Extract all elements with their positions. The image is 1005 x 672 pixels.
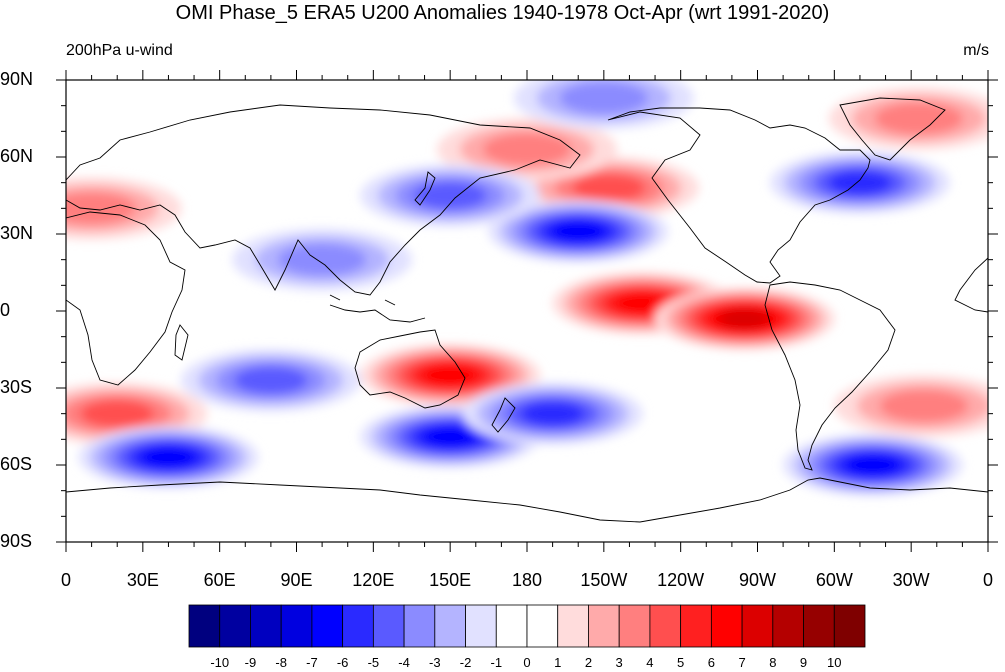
coastline-new-zealand	[491, 397, 516, 433]
variable-label: 200hPa u-wind	[66, 42, 173, 59]
lon-label: 120W	[657, 570, 705, 590]
lon-label: 150W	[580, 570, 628, 590]
colorbar-swatch	[649, 604, 682, 648]
coastline-africa-west	[954, 257, 988, 313]
coastline-eurasia	[66, 104, 581, 296]
colorbar-swatch	[434, 604, 466, 648]
colorbar-label: -8	[275, 655, 287, 670]
colorbar-swatch	[680, 604, 712, 648]
colorbar-label: -1	[490, 655, 503, 670]
lat-label: 90N	[0, 69, 34, 89]
colorbar-swatch	[526, 604, 559, 648]
anomaly-center-17	[232, 228, 413, 291]
colorbar-swatch	[803, 604, 835, 648]
lat-label: 60N	[0, 146, 34, 166]
anomaly-center-16	[180, 349, 361, 412]
colorbar-swatch	[311, 604, 344, 648]
colorbar-label: -6	[336, 655, 349, 670]
anomaly-center-7	[66, 382, 208, 445]
colorbar-swatch	[342, 604, 374, 648]
anomaly-center-8	[66, 177, 182, 240]
coastline-indonesia	[329, 294, 426, 323]
anomaly-center-6	[833, 374, 988, 437]
colorbar-label: -7	[306, 655, 318, 670]
colorbar-swatch	[219, 604, 251, 648]
lat-label: 60S	[0, 454, 33, 474]
anomaly-center-5	[828, 87, 988, 150]
colorbar-swatch	[557, 604, 589, 648]
coastline-antarctica	[66, 477, 988, 523]
colorbar-label: 10	[827, 655, 842, 670]
colorbar-label: 0	[523, 655, 531, 670]
lon-label: 120E	[352, 570, 395, 590]
colorbar-label: 6	[707, 655, 715, 670]
colorbar-label: -2	[459, 655, 472, 670]
coastline-south-america	[764, 281, 896, 471]
colorbar-swatch	[188, 604, 221, 648]
lon-label: 150E	[429, 570, 472, 590]
colorbar-swatch	[280, 604, 313, 648]
lat-label: 30N	[0, 223, 34, 243]
lat-label: 90S	[0, 531, 33, 551]
lon-label: 0	[982, 570, 993, 590]
anomaly-center-9	[488, 200, 669, 263]
colorbar-label: 8	[769, 655, 777, 670]
coastline-australia	[354, 329, 466, 409]
coastlines	[66, 97, 988, 523]
units-label: m/s	[963, 42, 989, 59]
anomaly-center-12	[78, 426, 259, 489]
colorbar-label: 4	[646, 655, 654, 670]
anomaly-center-10	[769, 151, 950, 214]
colorbar-label: 9	[799, 655, 808, 670]
lat-label: 30S	[0, 377, 33, 397]
anomaly-field	[66, 80, 988, 542]
axis-ticks	[56, 70, 998, 552]
lon-label: 60W	[815, 570, 853, 590]
colorbar-label: 7	[738, 655, 746, 670]
coastline-madagascar	[174, 324, 189, 361]
lon-label: 60E	[203, 570, 236, 590]
coastline-greenland	[839, 97, 946, 161]
lat-label: 0	[0, 300, 11, 320]
colorbar-label: -5	[367, 655, 380, 670]
lon-label: 30W	[892, 570, 930, 590]
anomaly-center-1	[654, 287, 835, 350]
colorbar-label: 1	[554, 655, 562, 670]
lon-label: 90E	[280, 570, 313, 590]
colorbar-label: -3	[429, 655, 441, 670]
colorbar-swatch	[372, 604, 405, 648]
lon-label: 180	[511, 570, 543, 590]
anomaly-center-11	[360, 164, 541, 227]
colorbar-swatch	[465, 604, 497, 648]
colorbar-swatch	[495, 604, 528, 648]
colorbar-swatch	[250, 604, 282, 648]
anomaly-center-14	[462, 382, 643, 445]
colorbar-label: -9	[244, 655, 257, 670]
map-title: OMI Phase_5 ERA5 U200 Anomalies 1940-197…	[175, 2, 830, 24]
colorbar-label: 2	[584, 655, 593, 670]
lon-label: 0	[60, 570, 71, 590]
colorbar-swatch	[403, 604, 436, 648]
colorbar-swatch	[588, 604, 620, 648]
colorbar-label: 5	[677, 655, 685, 670]
lon-label: 90W	[738, 570, 776, 590]
colorbar-label: -4	[398, 655, 410, 670]
colorbar-swatch	[741, 604, 774, 648]
coastline-north-america	[607, 107, 871, 284]
colorbar-label: 3	[615, 655, 623, 670]
colorbar-label: -10	[210, 655, 230, 670]
colorbar	[188, 604, 866, 648]
colorbar-swatch	[833, 604, 866, 648]
coastline-japan	[414, 171, 436, 206]
anomaly-center-15	[782, 434, 963, 496]
lon-label: 30E	[126, 570, 159, 590]
coastline-africa	[66, 211, 186, 386]
colorbar-swatch	[618, 604, 651, 648]
colorbar-swatch	[710, 604, 743, 648]
colorbar-swatch	[772, 604, 804, 648]
